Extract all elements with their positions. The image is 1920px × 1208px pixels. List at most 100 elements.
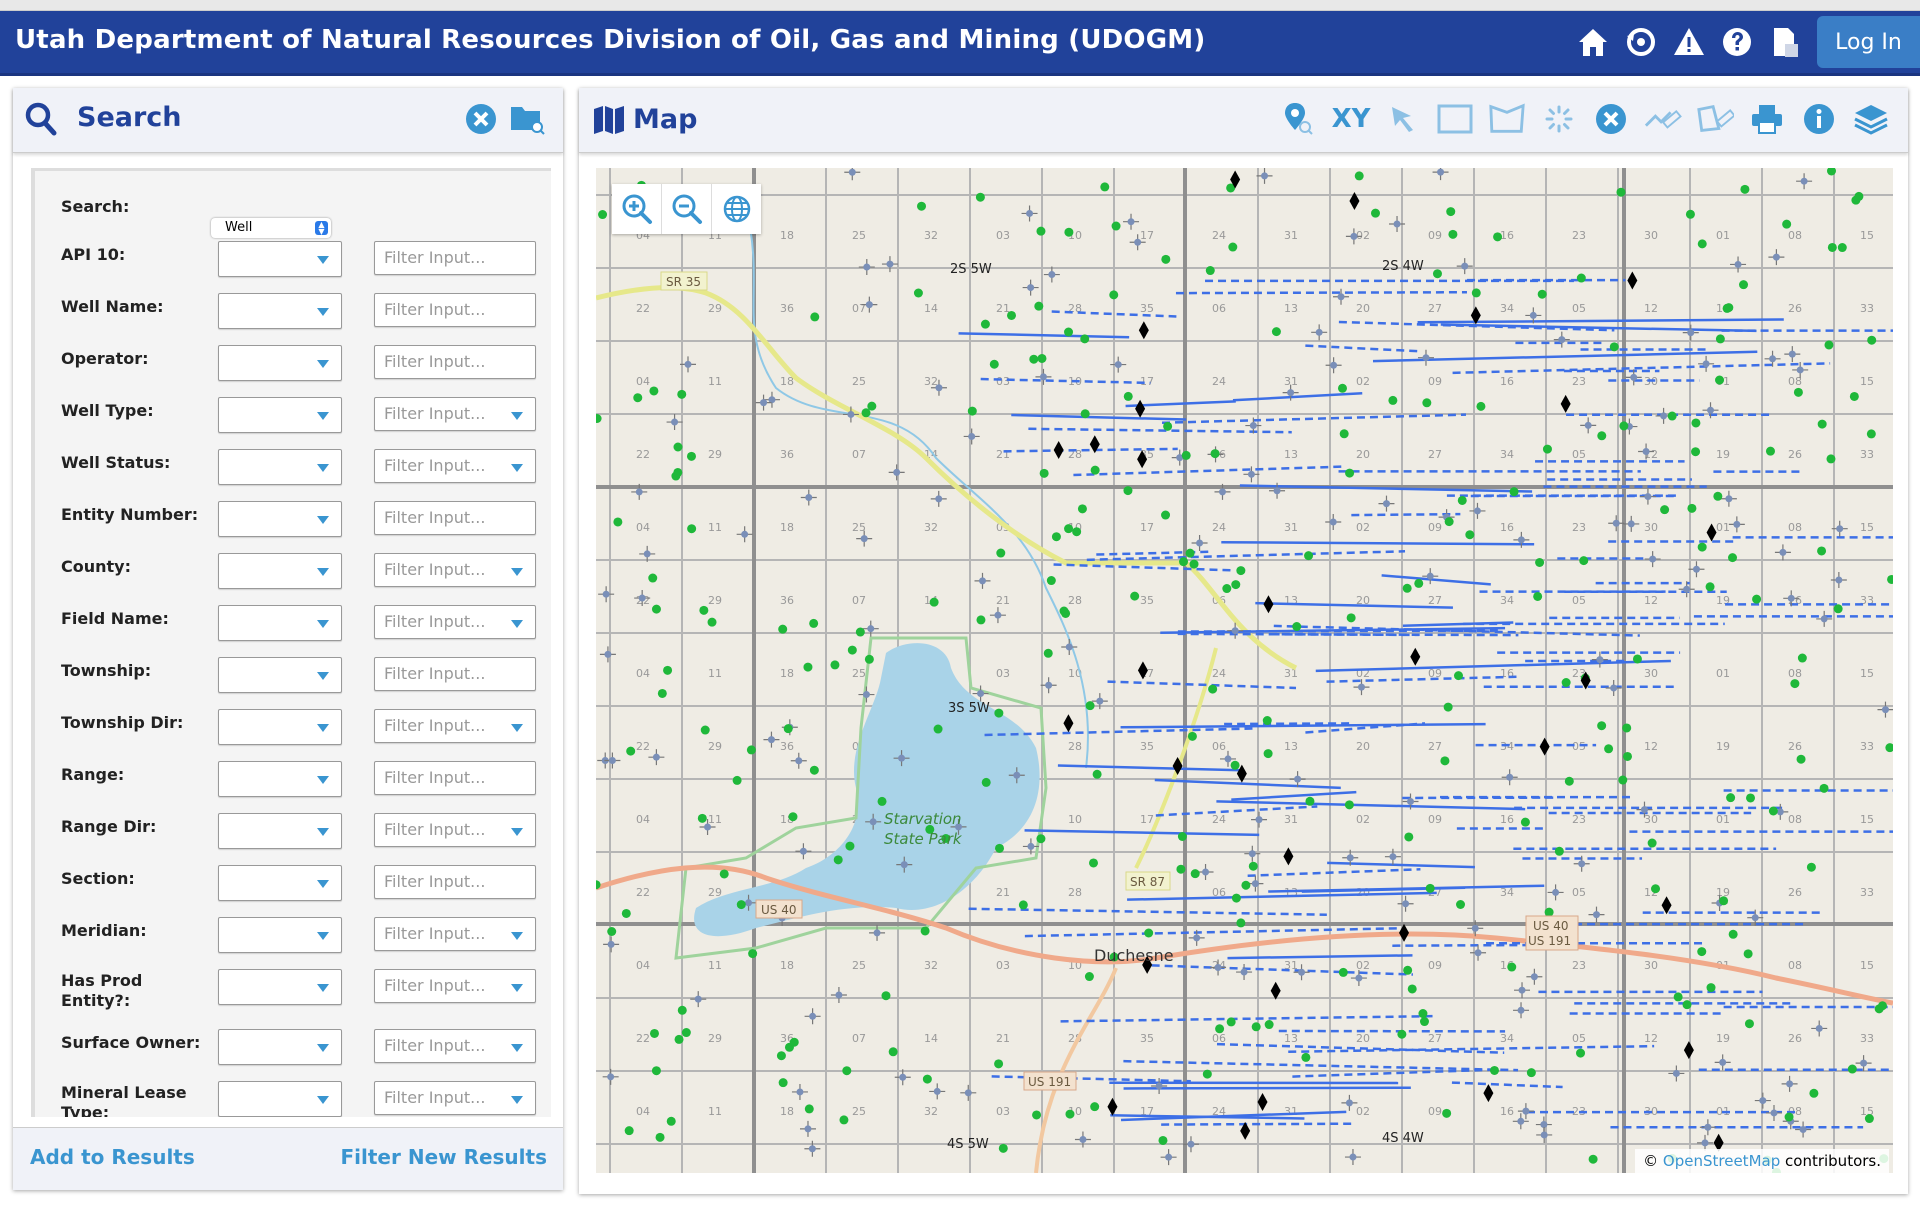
document-icon[interactable] [1768, 23, 1802, 61]
plugged-well-symbol [968, 432, 976, 440]
filter-input-field[interactable] [375, 762, 535, 794]
filter-input[interactable]: Filter Input... [374, 865, 536, 899]
filter-input-field[interactable] [375, 450, 535, 482]
clear-icon[interactable] [1592, 100, 1630, 138]
well-bore [1227, 954, 1413, 960]
map-canvas[interactable]: 04 11 18 25 32 03 10 17 24 31 02 09 16 23 30 01 08 15 22 29… [596, 168, 1893, 1173]
filter-input[interactable]: Filter Input... [374, 605, 536, 639]
warning-icon[interactable] [1672, 23, 1706, 61]
login-button[interactable]: Log In [1817, 16, 1920, 68]
filter-input[interactable]: Filter Input... [374, 293, 536, 327]
filter-label: Well Type: [61, 401, 154, 420]
operator-dropdown[interactable] [218, 397, 342, 433]
section-number: 15 [1860, 229, 1874, 242]
help-icon[interactable] [1720, 23, 1754, 61]
filter-input-field[interactable] [375, 814, 535, 846]
filter-input-field[interactable] [375, 658, 535, 690]
filter-input[interactable]: Filter Input... [374, 1029, 536, 1063]
section-number: 05 [1572, 886, 1586, 899]
clear-search-icon[interactable] [465, 103, 497, 139]
filter-input[interactable]: Filter Input... [374, 1081, 536, 1115]
operator-dropdown[interactable] [218, 345, 342, 381]
filter-input[interactable]: Filter Input... [374, 813, 536, 847]
filter-input-field[interactable] [375, 502, 535, 534]
locate-icon[interactable] [1280, 100, 1318, 138]
measure-area-icon[interactable] [1696, 100, 1734, 138]
filter-input[interactable]: Filter Input... [374, 657, 536, 691]
filter-input[interactable]: Filter Input... [374, 345, 536, 379]
operator-dropdown[interactable] [218, 553, 342, 589]
producing-well-symbol [1833, 604, 1843, 614]
well-bore [1155, 805, 1318, 817]
section-number: 25 [852, 1105, 866, 1118]
filter-input[interactable]: Filter Input... [374, 917, 536, 951]
operator-dropdown[interactable] [218, 293, 342, 329]
operator-dropdown[interactable] [218, 657, 342, 693]
openstreetmap-link[interactable]: OpenStreetMap [1662, 1152, 1781, 1170]
filter-input-field[interactable] [375, 346, 535, 378]
saved-searches-folder-icon[interactable] [510, 102, 546, 140]
operator-dropdown[interactable] [218, 709, 342, 745]
zoom-out-icon[interactable] [662, 184, 712, 234]
filter-input[interactable]: Filter Input... [374, 449, 536, 483]
filter-input[interactable]: Filter Input... [374, 709, 536, 743]
producing-well-symbol [1029, 354, 1039, 364]
polygon-select-icon[interactable] [1488, 100, 1526, 138]
operator-dropdown[interactable] [218, 917, 342, 953]
print-icon[interactable] [1748, 100, 1786, 138]
home-icon[interactable] [1576, 23, 1610, 61]
filter-input[interactable]: Filter Input... [374, 397, 536, 431]
full-extent-globe-icon[interactable] [712, 184, 761, 234]
xy-tool[interactable]: XY [1331, 104, 1371, 134]
section-number: 08 [1788, 813, 1802, 826]
filter-input-field[interactable] [375, 710, 535, 742]
operator-dropdown[interactable] [218, 1029, 342, 1065]
filter-input-field[interactable] [375, 866, 535, 898]
producing-well-symbol [1338, 967, 1348, 977]
well-bore [1381, 574, 1491, 586]
filter-input-field[interactable] [375, 918, 535, 950]
info-icon[interactable] [1800, 100, 1838, 138]
section-number: 18 [780, 521, 794, 534]
filter-input[interactable]: Filter Input... [374, 553, 536, 587]
filter-input-field[interactable] [375, 294, 535, 326]
zoom-in-icon[interactable] [612, 184, 662, 234]
spinner-icon[interactable] [1540, 100, 1578, 138]
filter-input[interactable]: Filter Input... [374, 501, 536, 535]
filter-input-field[interactable] [375, 398, 535, 430]
filter-input-field[interactable] [375, 554, 535, 586]
filter-input[interactable]: Filter Input... [374, 241, 536, 275]
measure-line-icon[interactable] [1644, 100, 1682, 138]
select-arrow-icon[interactable] [1384, 100, 1422, 138]
operator-dropdown[interactable] [218, 865, 342, 901]
injection-well-symbol [1230, 170, 1241, 189]
filter-input-field[interactable] [375, 606, 535, 638]
operator-dropdown[interactable] [218, 605, 342, 641]
producing-well-symbol [1100, 182, 1110, 192]
operator-dropdown[interactable] [218, 969, 342, 1005]
restore-icon[interactable] [1624, 23, 1658, 61]
producing-well-symbol [1032, 1110, 1042, 1120]
add-to-results-button[interactable]: Add to Results [30, 1145, 195, 1169]
filter-input-field[interactable] [375, 970, 535, 1002]
section-number: 24 [1212, 813, 1226, 826]
operator-dropdown[interactable] [218, 449, 342, 485]
producing-well-symbol [1208, 684, 1218, 694]
filter-input[interactable]: Filter Input... [374, 761, 536, 795]
search-type-select[interactable]: Well ▲ ▼ [211, 218, 331, 238]
operator-dropdown[interactable] [218, 501, 342, 537]
section-number: 35 [1140, 302, 1154, 315]
filter-input-field[interactable] [375, 242, 535, 274]
section-number: 22 [636, 740, 650, 753]
operator-dropdown[interactable] [218, 1081, 342, 1117]
filter-input-field[interactable] [375, 1030, 535, 1062]
operator-dropdown[interactable] [218, 761, 342, 797]
filter-input-field[interactable] [375, 1082, 535, 1114]
well-bore [1305, 722, 1426, 734]
rectangle-select-icon[interactable] [1436, 100, 1474, 138]
filter-input[interactable]: Filter Input... [374, 969, 536, 1003]
operator-dropdown[interactable] [218, 241, 342, 277]
layers-icon[interactable] [1852, 100, 1890, 138]
filter-new-results-button[interactable]: Filter New Results [340, 1145, 548, 1169]
operator-dropdown[interactable] [218, 813, 342, 849]
